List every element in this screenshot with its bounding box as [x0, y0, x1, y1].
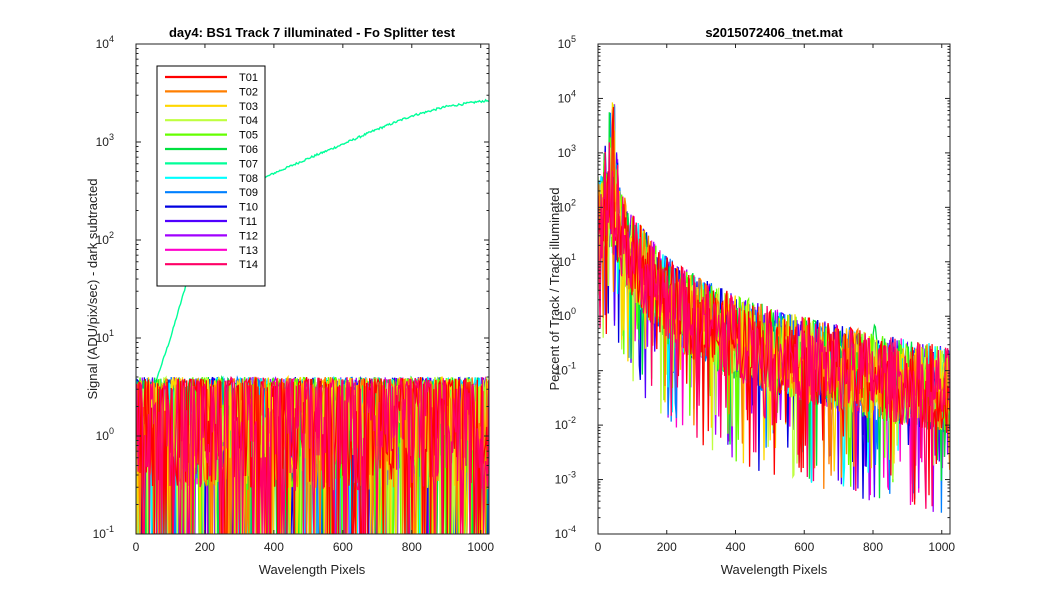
legend-label: T08: [239, 173, 258, 185]
x-tick-label: 1000: [467, 540, 494, 554]
legend-label: T06: [239, 144, 258, 156]
right-y-axis-label: Percent of Track / Track illuminated: [547, 187, 562, 390]
x-tick-label: 600: [333, 540, 353, 554]
legend-label: T12: [239, 230, 258, 242]
x-tick-label: 600: [794, 540, 814, 554]
y-tick-label: 105: [558, 34, 576, 51]
y-tick-label: 101: [558, 252, 576, 269]
right-chart: 0 200 400 600 800 1000 10-4 10-3 10-2 10-1 100 101…: [547, 25, 955, 577]
x-tick-label: 200: [657, 540, 677, 554]
series-line-t14: [136, 375, 489, 534]
legend-label: T09: [239, 187, 258, 199]
series-line-t01: [598, 106, 950, 505]
legend-label: T10: [239, 202, 258, 214]
right-data-lines: [598, 102, 950, 513]
right-x-axis-label: Wavelength Pixels: [721, 562, 828, 577]
y-tick-label: 10-1: [555, 361, 576, 378]
x-tick-label: 800: [863, 540, 883, 554]
x-tick-label: 1000: [928, 540, 955, 554]
right-y-ticks: 10-4 10-3 10-2 10-1 100 101 102 103 104 105: [555, 34, 950, 541]
left-chart-title: day4: BS1 Track 7 illuminated - Fo Split…: [169, 25, 456, 40]
legend-label: T04: [239, 115, 258, 127]
series-line-t14: [598, 142, 950, 509]
left-data-lines: [136, 98, 489, 534]
y-tick-label: 103: [558, 143, 576, 160]
y-tick-label: 100: [96, 426, 114, 443]
x-tick-label: 0: [133, 540, 140, 554]
legend-label: T05: [239, 130, 258, 142]
right-x-ticks: 0 200 400 600 800 1000: [595, 44, 955, 554]
y-tick-label: 10-3: [555, 470, 576, 487]
left-y-ticks: 10-1 100 101 102 103 104: [93, 34, 489, 541]
legend-label: T13: [239, 245, 258, 257]
y-tick-label: 103: [96, 132, 114, 149]
left-chart: 0 200 400 600 800 1000 10-1 100 101 102 103 104 da…: [85, 25, 494, 577]
y-tick-label: 102: [558, 197, 576, 214]
left-x-axis-label: Wavelength Pixels: [259, 562, 366, 577]
left-plot-frame: [135, 43, 490, 535]
y-tick-label: 104: [558, 88, 576, 105]
x-tick-label: 800: [402, 540, 422, 554]
y-tick-label: 104: [96, 34, 114, 51]
x-tick-label: 400: [725, 540, 745, 554]
legend-label: T14: [239, 259, 258, 271]
legend-label: T07: [239, 158, 258, 170]
left-legend: T01 T02 T03 T04 T05 T06 T07 T08 T09 T10 T11 T12 T13 T…: [156, 65, 266, 287]
x-tick-label: 400: [264, 540, 284, 554]
x-tick-label: 200: [195, 540, 215, 554]
x-tick-label: 0: [595, 540, 602, 554]
legend-label: T03: [239, 101, 258, 113]
y-tick-label: 10-2: [555, 415, 576, 432]
left-x-ticks: 0 200 400 600 800 1000: [133, 44, 494, 554]
y-tick-label: 101: [96, 328, 114, 345]
right-chart-title: s2015072406_tnet.mat: [705, 25, 843, 40]
legend-label: T02: [239, 86, 258, 98]
y-tick-label: 100: [558, 306, 576, 323]
legend-label: T11: [239, 216, 257, 228]
y-tick-label: 102: [96, 230, 114, 247]
y-tick-label: 10-1: [93, 524, 114, 541]
legend-label: T01: [239, 72, 258, 84]
right-plot-frame: [597, 43, 951, 535]
y-tick-label: 10-4: [555, 524, 576, 541]
left-y-axis-label: Signal (ADU/pix/sec) - dark subtracted: [85, 178, 100, 399]
